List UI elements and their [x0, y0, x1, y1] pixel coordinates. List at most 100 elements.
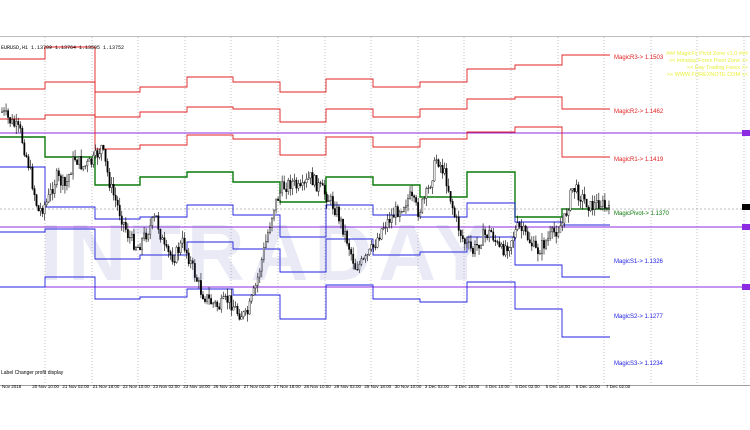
chart-window[interactable]: INTRADAY EURUSD,H1 1.13709 1.13764 1.135… [0, 36, 750, 386]
candle-body [228, 295, 231, 303]
candle-body [29, 167, 32, 169]
candle-body [496, 241, 499, 243]
candle-body [303, 182, 306, 184]
candle-body [11, 119, 14, 124]
candle-body [398, 211, 401, 218]
candle-body [482, 229, 485, 246]
candle-body [587, 207, 590, 211]
candle-body [441, 164, 444, 174]
candle-body [500, 243, 503, 247]
candle-body [230, 295, 233, 311]
candle-body [323, 185, 326, 195]
candle-body [468, 241, 470, 243]
candle-body [131, 233, 133, 238]
candle-body [25, 154, 28, 157]
candle-body [553, 227, 556, 233]
candle-body [45, 201, 48, 206]
candle-body [315, 175, 318, 192]
time-axis-label: 27 Nov 02:00 [243, 384, 271, 389]
candle-body [204, 298, 206, 302]
candle-body [147, 234, 150, 240]
time-axis-label: 27 Nov 18:00 [273, 384, 301, 389]
candle-body [449, 191, 452, 202]
candle-body [378, 237, 381, 240]
r3-line [0, 46, 610, 93]
candle-body [208, 294, 210, 299]
time-axis-label: 22 Nov 10:00 [122, 384, 150, 389]
candle-body [327, 200, 330, 203]
r1-line [0, 114, 610, 158]
time-axis-label: Nov 2018 [2, 384, 22, 389]
candle-body [484, 229, 487, 236]
candle-body [133, 233, 135, 250]
candle-body [567, 210, 570, 216]
candle-body [84, 165, 87, 167]
price-tag [742, 130, 750, 136]
candle-body [334, 208, 336, 215]
candle-body [242, 311, 245, 317]
candle-body [210, 298, 212, 305]
candle-body [504, 245, 507, 256]
candle-body [13, 119, 16, 127]
candle-body [116, 199, 119, 206]
candle-body [309, 172, 312, 179]
candle-body [256, 276, 259, 286]
candle-body [417, 202, 420, 217]
candle-body [267, 232, 269, 242]
candle-body [597, 200, 600, 209]
candle-body [425, 188, 428, 199]
watermark-text: INTRADAY [40, 208, 494, 297]
candle-body [49, 189, 52, 195]
price-chart[interactable] [0, 37, 750, 385]
candle-body [47, 194, 50, 203]
candle-body [488, 229, 491, 239]
time-axis-label: 6 Dec 10:00 [575, 384, 601, 389]
candle-body [198, 280, 200, 282]
candle-body [307, 177, 310, 180]
candle-body [51, 189, 54, 194]
price-tag [742, 224, 750, 230]
candle-body [364, 255, 367, 260]
candle-body [202, 294, 204, 300]
candle-body [362, 258, 365, 260]
level-label-s3: MagicS3-> 1.1234 [614, 361, 663, 367]
candle-body [506, 245, 509, 252]
candle-body [547, 237, 549, 242]
candle-body [457, 216, 460, 231]
candle-body [498, 241, 501, 247]
candle-body [437, 159, 440, 167]
candle-body [514, 229, 517, 238]
candle-body [31, 167, 34, 189]
candle-body [165, 244, 168, 247]
time-axis-label: 28 Nov 10:00 [304, 384, 331, 389]
candle-body [161, 237, 164, 240]
candle-body [555, 231, 558, 237]
candle-body [112, 183, 115, 196]
candle-body [520, 226, 523, 232]
candle-body [382, 227, 385, 229]
candle-body [427, 187, 430, 189]
symbol-header: EURUSD,H1 1.13709 1.13764 1.13595 1.1375… [1, 45, 125, 51]
candle-body [565, 213, 568, 216]
candle-body [352, 253, 355, 264]
candle-body [354, 263, 357, 270]
candle-body [19, 124, 22, 129]
candle-body [455, 216, 458, 218]
candle-body [104, 149, 107, 162]
candle-body [490, 229, 493, 233]
candle-body [388, 219, 391, 223]
time-axis-label: 5 Dec 02:00 [515, 384, 540, 389]
candle-body [366, 254, 369, 256]
level-label-s1: MagicS1-> 1.1326 [614, 259, 663, 265]
candle-body [295, 179, 298, 189]
candle-body [285, 188, 288, 192]
candle-body [561, 222, 564, 227]
candle-body [591, 201, 594, 210]
time-axis-label: 7 Dec 02:00 [606, 384, 631, 389]
candle-body [579, 199, 582, 202]
indicator-info: ### MagicFx Pivot Zone v1.0 ### << Intra… [636, 51, 748, 79]
candle-body [325, 193, 328, 203]
candle-body [581, 194, 584, 202]
candle-body [386, 219, 389, 228]
candle-body [128, 237, 131, 239]
